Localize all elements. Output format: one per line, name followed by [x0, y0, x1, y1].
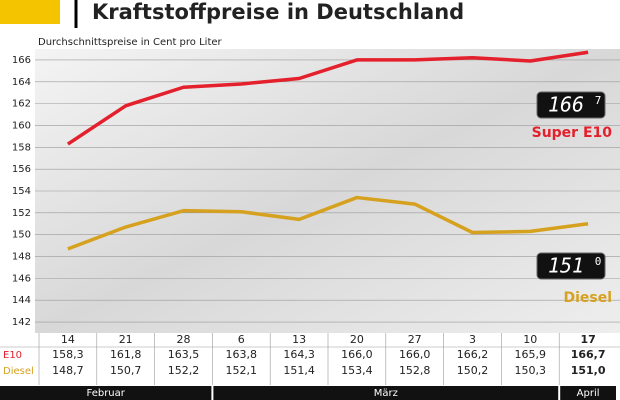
digit-display — [536, 252, 606, 280]
value-label: 163,8 — [226, 348, 258, 361]
y-tick-label: 152 — [12, 208, 31, 219]
series-line — [67, 195, 589, 251]
display-decimal: 7 — [595, 94, 602, 107]
value-label: 161,8 — [110, 348, 142, 361]
chart-subtitle: Durchschnittspreise in Cent pro Liter — [38, 37, 223, 48]
month-label: Februar — [86, 388, 125, 399]
value-label: 163,5 — [168, 348, 200, 361]
row-label: E10 — [3, 350, 22, 361]
value-label: 150,7 — [110, 364, 142, 377]
value-label: 152,8 — [399, 364, 431, 377]
x-tick-label: 17 — [580, 333, 595, 346]
value-label: 151,0 — [571, 364, 606, 377]
series-label: Diesel — [563, 290, 612, 306]
display-digits: 151 — [548, 254, 584, 278]
value-label: 164,3 — [283, 348, 315, 361]
month-label: März — [374, 388, 398, 399]
value-label: 153,4 — [341, 364, 373, 377]
month-label: April — [577, 388, 600, 399]
y-tick-label: 150 — [12, 230, 31, 241]
y-tick-label: 166 — [12, 55, 31, 66]
value-label: 152,2 — [168, 364, 200, 377]
y-tick-label: 148 — [12, 252, 31, 263]
x-tick-label: 3 — [469, 333, 476, 346]
x-tick-label: 21 — [119, 333, 133, 346]
display-decimal: 0 — [595, 255, 602, 268]
x-tick-label: 10 — [523, 333, 537, 346]
y-tick-label: 154 — [12, 186, 31, 197]
x-tick-label: 6 — [238, 333, 245, 346]
value-label: 166,7 — [571, 348, 606, 361]
y-tick-label: 146 — [12, 273, 31, 284]
x-tick-label: 14 — [61, 333, 75, 346]
table-background — [0, 333, 620, 385]
value-label: 152,1 — [226, 364, 258, 377]
series-line — [66, 50, 589, 146]
value-label: 166,2 — [457, 348, 489, 361]
logo-square — [0, 0, 60, 24]
x-tick-label: 13 — [292, 333, 306, 346]
y-tick-label: 158 — [12, 142, 31, 153]
y-tick-label: 144 — [12, 295, 31, 306]
month-band — [213, 386, 559, 400]
y-tick-label: 160 — [12, 120, 31, 131]
month-band — [0, 386, 212, 400]
y-tick-label: 164 — [12, 77, 31, 88]
series-label: Super E10 — [532, 125, 613, 141]
value-label: 158,3 — [52, 348, 84, 361]
y-tick-label: 162 — [12, 99, 31, 110]
value-label: 150,3 — [515, 364, 547, 377]
display-digits: 166 — [548, 93, 584, 117]
digit-display — [536, 91, 606, 119]
y-tick-label: 142 — [12, 317, 31, 328]
chart-title: Kraftstoffpreise in Deutschland — [92, 0, 464, 24]
value-label: 166,0 — [341, 348, 373, 361]
month-band — [560, 386, 616, 400]
x-tick-label: 28 — [177, 333, 191, 346]
x-tick-label: 27 — [408, 333, 422, 346]
y-tick-label: 156 — [12, 164, 31, 175]
row-label: Diesel — [3, 366, 34, 377]
value-label: 150,2 — [457, 364, 489, 377]
x-tick-label: 20 — [350, 333, 364, 346]
value-label: 165,9 — [515, 348, 547, 361]
value-label: 166,0 — [399, 348, 431, 361]
value-label: 151,4 — [283, 364, 315, 377]
value-label: 148,7 — [52, 364, 84, 377]
